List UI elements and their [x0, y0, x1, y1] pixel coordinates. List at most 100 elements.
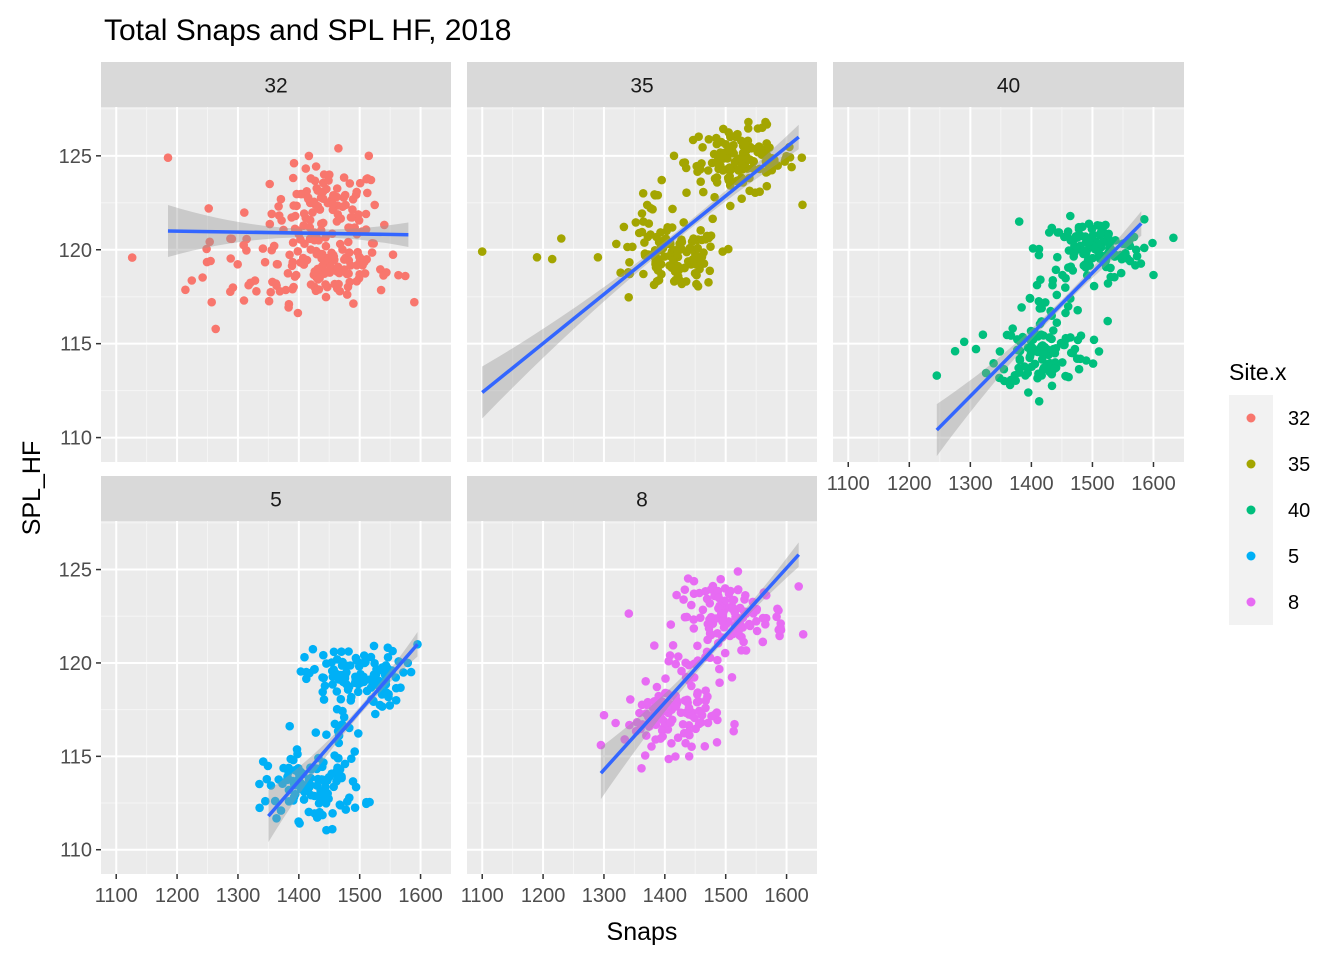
legend-entry-5: 5 — [1229, 533, 1299, 579]
data-point — [1051, 265, 1061, 275]
facet-panel-32: 32 110 115 120 125 — [59, 62, 451, 462]
data-point — [359, 651, 369, 660]
data-point — [612, 239, 621, 249]
data-point — [663, 223, 672, 232]
confidence-band — [168, 205, 409, 257]
data-point — [202, 244, 211, 254]
data-point — [336, 214, 346, 223]
data-point — [304, 151, 314, 161]
legend-entry-40: 40 — [1229, 487, 1310, 533]
data-point — [285, 250, 294, 260]
data-point — [640, 238, 649, 247]
data-point — [328, 199, 338, 209]
data-point — [362, 799, 371, 809]
data-point — [1026, 349, 1036, 358]
legend-label: 40 — [1288, 500, 1310, 522]
data-point — [701, 703, 710, 713]
data-point — [703, 166, 713, 175]
data-point — [319, 170, 329, 179]
y-tick-label: 115 — [60, 746, 92, 768]
data-point — [762, 181, 772, 191]
legend-label: 8 — [1288, 592, 1299, 614]
data-point — [255, 779, 264, 789]
data-point — [690, 713, 699, 723]
data-point — [706, 612, 716, 622]
data-point — [366, 676, 376, 685]
legend-marker — [1246, 459, 1256, 469]
data-point — [300, 652, 309, 662]
data-point — [718, 247, 727, 256]
data-point — [343, 661, 352, 671]
y-tick-label: 125 — [59, 146, 92, 168]
data-point — [380, 220, 389, 230]
data-point — [324, 176, 333, 185]
data-point — [666, 620, 676, 629]
data-point — [1049, 326, 1058, 335]
y-tick-label: 110 — [60, 840, 92, 862]
data-point — [355, 270, 364, 279]
data-point — [681, 277, 691, 286]
y-tick-label: 120 — [59, 240, 92, 262]
data-point — [632, 718, 642, 727]
data-point — [757, 123, 767, 132]
data-point — [1148, 238, 1157, 248]
data-point — [646, 230, 655, 239]
data-point — [703, 718, 713, 728]
data-point — [285, 721, 295, 731]
data-point — [328, 809, 337, 818]
data-point — [250, 276, 260, 285]
data-point — [726, 132, 735, 142]
data-point — [296, 189, 306, 199]
data-point — [1025, 293, 1035, 303]
data-point — [959, 337, 969, 347]
data-point — [995, 373, 1004, 383]
data-point — [672, 590, 681, 600]
confidence-band — [600, 542, 799, 800]
data-point — [648, 205, 657, 214]
regression-line — [267, 643, 419, 818]
data-point — [675, 276, 684, 285]
data-point — [745, 155, 755, 164]
x-tick-label: 1300 — [582, 885, 627, 907]
legend-marker — [1246, 505, 1256, 515]
data-point — [321, 233, 330, 242]
data-point — [705, 629, 715, 638]
data-point — [744, 117, 753, 127]
data-point — [274, 211, 284, 220]
data-point — [1093, 221, 1102, 230]
data-point — [1093, 247, 1103, 256]
data-point — [699, 259, 709, 268]
data-point — [741, 646, 751, 655]
data-point — [1136, 259, 1146, 268]
data-point — [728, 595, 737, 605]
data-point — [1073, 245, 1082, 254]
x-tick-label: 1300 — [948, 473, 993, 495]
data-point — [293, 308, 303, 318]
data-point — [1049, 344, 1058, 354]
data-point — [712, 139, 722, 149]
data-point — [1037, 355, 1047, 364]
data-point — [361, 657, 370, 667]
facet-panel-5: 5 110 115 120 125 1100 1200 1300 1400 1500 1600 — [59, 476, 451, 907]
data-point — [276, 194, 286, 204]
facet-strip-label: 5 — [270, 489, 282, 512]
data-point — [1040, 364, 1049, 374]
data-point — [1008, 324, 1017, 333]
data-point — [668, 204, 677, 214]
data-point — [620, 735, 629, 744]
data-point — [330, 279, 340, 289]
data-point — [653, 190, 663, 200]
data-point — [308, 208, 317, 217]
data-point — [343, 685, 353, 694]
data-point — [252, 287, 261, 296]
x-tick-label: 1500 — [1070, 473, 1115, 495]
data-point — [181, 285, 190, 295]
data-point — [730, 719, 739, 729]
data-point — [313, 264, 323, 274]
data-point — [361, 209, 371, 219]
data-point — [1084, 237, 1094, 246]
data-point — [336, 670, 346, 680]
data-point — [1013, 335, 1022, 344]
data-point — [385, 701, 395, 710]
data-point — [677, 666, 686, 676]
